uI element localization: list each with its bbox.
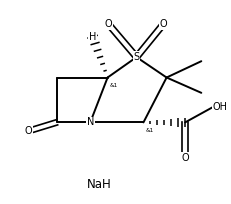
Text: O: O	[180, 153, 188, 163]
Text: O: O	[159, 19, 166, 30]
Text: NaH: NaH	[87, 178, 111, 191]
Text: O: O	[104, 19, 112, 30]
Text: &1: &1	[145, 128, 153, 133]
Text: S: S	[133, 52, 139, 62]
Text: &1: &1	[109, 83, 117, 88]
Text: N: N	[86, 117, 94, 128]
Text: O: O	[24, 125, 32, 136]
Text: OH: OH	[212, 102, 227, 112]
Text: H: H	[88, 32, 96, 42]
